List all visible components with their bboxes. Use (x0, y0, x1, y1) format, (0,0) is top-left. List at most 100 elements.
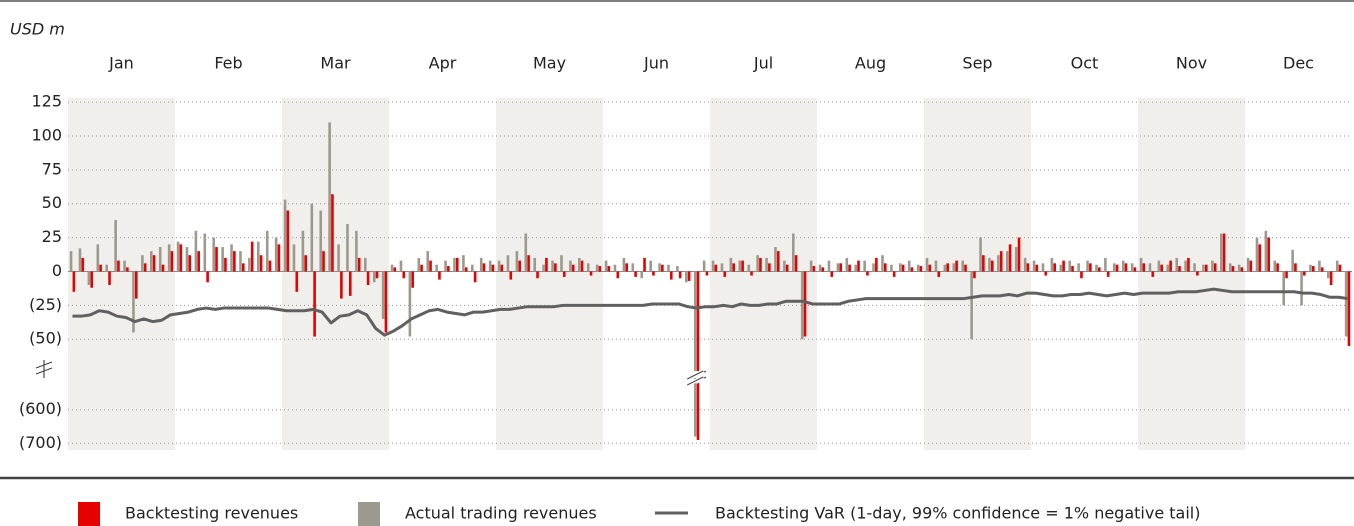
bar (1089, 263, 1092, 272)
y-tick-label: 25 (42, 227, 62, 246)
bar (134, 271, 138, 299)
bar (667, 264, 670, 272)
bar (114, 219, 117, 272)
bar (845, 257, 849, 272)
y-tick-label: (700) (19, 433, 62, 452)
bar (1086, 260, 1089, 272)
bar (554, 263, 557, 272)
bar-lower (693, 378, 697, 437)
bar (652, 271, 655, 276)
bar (676, 266, 679, 272)
bar (1071, 266, 1074, 272)
bar (785, 264, 789, 272)
bar (1062, 260, 1065, 272)
bar (429, 260, 432, 272)
bar (812, 266, 816, 272)
bar (883, 263, 887, 272)
bar (1124, 263, 1128, 272)
bar (497, 260, 501, 272)
bar (241, 263, 245, 272)
bar (729, 257, 733, 272)
bar (230, 244, 233, 272)
bar (1121, 260, 1125, 272)
bar (340, 271, 343, 299)
bar (283, 199, 287, 272)
x-tick-label: May (533, 54, 566, 73)
bar (792, 233, 795, 272)
bar (372, 271, 376, 283)
bar (435, 264, 438, 272)
bar (741, 260, 744, 272)
bar (1237, 264, 1241, 272)
bar (1017, 237, 1021, 272)
x-tick-label: Oct (1071, 54, 1099, 73)
bar (1187, 257, 1190, 272)
bar (381, 271, 385, 319)
bar (78, 248, 82, 272)
bar (206, 271, 209, 283)
bar (928, 264, 932, 272)
bar (1166, 264, 1170, 272)
bar-break-mark (687, 370, 704, 386)
x-tick-label: Jul (753, 54, 773, 73)
bar (479, 257, 483, 272)
bar (631, 263, 635, 272)
bar (313, 271, 316, 337)
bar (500, 264, 504, 272)
bar (212, 237, 216, 272)
bar (1032, 260, 1036, 272)
bar (1175, 257, 1179, 272)
bar (1318, 260, 1321, 272)
bar (536, 271, 539, 279)
bar (319, 210, 323, 272)
bar (818, 264, 822, 272)
bar (1157, 260, 1161, 272)
bar (1104, 257, 1107, 272)
bar (346, 224, 349, 272)
bar (982, 255, 985, 272)
bar (794, 255, 798, 272)
bar (937, 271, 941, 277)
bar (934, 260, 938, 272)
month-band (68, 98, 175, 450)
bar (1130, 263, 1134, 272)
month-band (282, 98, 389, 450)
bar (268, 260, 272, 272)
bar (1113, 263, 1116, 272)
bar (872, 263, 875, 272)
bar (1231, 266, 1235, 272)
bar (364, 257, 367, 272)
bar (875, 257, 878, 272)
bar (304, 255, 307, 272)
bar (973, 271, 976, 279)
bar (776, 251, 780, 272)
bar (848, 264, 851, 272)
bar (946, 263, 949, 272)
bar (686, 271, 705, 437)
bar (910, 267, 914, 272)
bar (417, 257, 421, 272)
x-tick-label: Dec (1283, 54, 1314, 73)
bar (689, 271, 707, 440)
bar (1303, 271, 1306, 276)
bar (1338, 264, 1342, 272)
legend-label: Backtesting VaR (1-day, 99% confidence =… (715, 504, 1200, 523)
bar (126, 267, 129, 272)
bar (1053, 263, 1056, 272)
bar (105, 264, 109, 272)
bar (221, 247, 224, 272)
bar (390, 264, 394, 272)
bar (331, 194, 334, 272)
bar (515, 251, 519, 272)
y-tick-label: (50) (29, 329, 62, 348)
bar (224, 257, 227, 272)
bar (69, 251, 73, 272)
bar (827, 260, 831, 272)
month-band (1138, 98, 1245, 450)
bar (1291, 249, 1294, 272)
x-tick-label: Jan (108, 54, 134, 73)
bar (90, 271, 93, 288)
bar-upper (693, 271, 697, 371)
bar (185, 247, 189, 272)
bar (453, 257, 456, 272)
